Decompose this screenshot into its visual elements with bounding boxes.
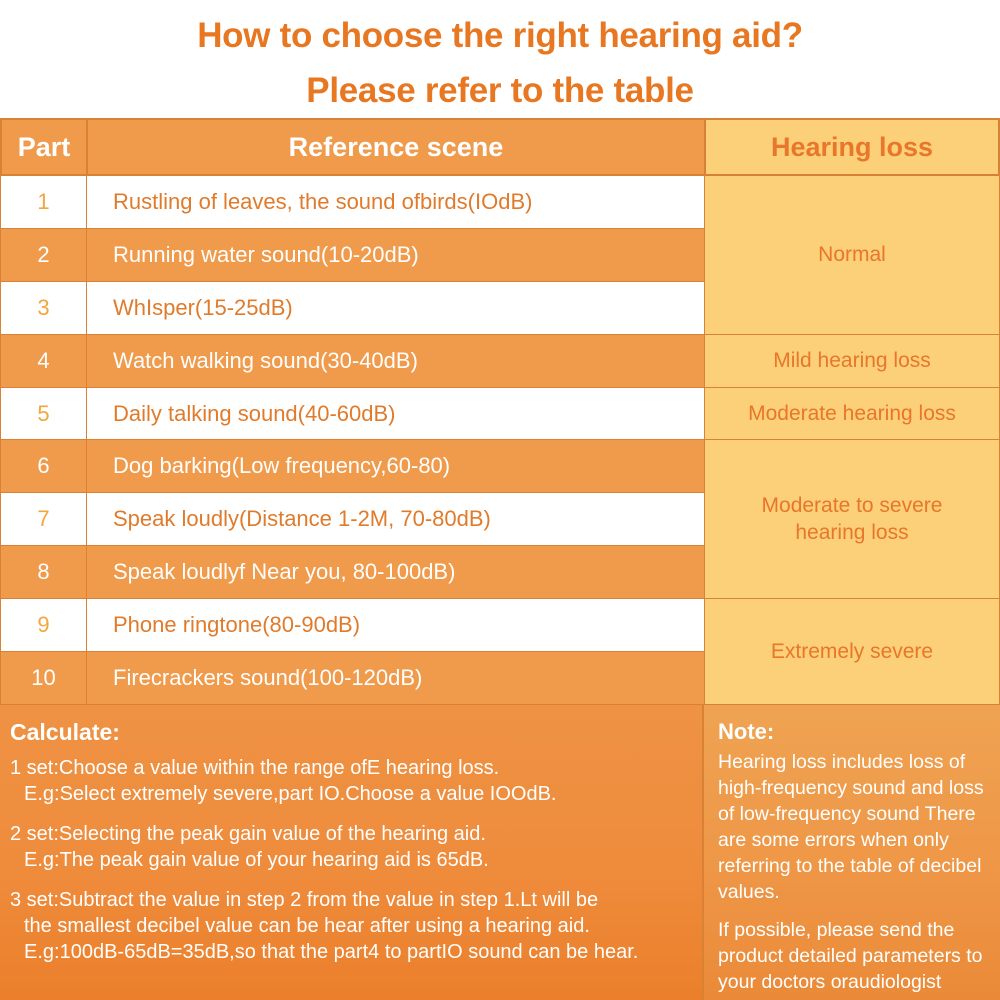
cell-part-number: 6 — [0, 440, 86, 494]
note-title: Note: — [718, 719, 775, 744]
cell-part-number: 5 — [0, 387, 86, 441]
cell-part-number: 8 — [0, 546, 86, 600]
cell-reference-scene: Dog barking(Low frequency,60-80) — [86, 440, 704, 494]
calculate-title: Calculate: — [10, 719, 120, 745]
cell-part-number: 9 — [0, 599, 86, 653]
cell-part-number: 4 — [0, 334, 86, 388]
calculate-step-example: E.g:Select extremely severe,part IO.Choo… — [24, 783, 557, 805]
hearing-loss-cell: Moderate to severe hearing loss — [704, 440, 1000, 600]
column-header-scene: Reference scene — [86, 118, 704, 176]
cell-reference-scene: Firecrackers sound(100-120dB) — [86, 652, 704, 705]
calculate-panel: Calculate: 1 set:Choose a value within t… — [0, 705, 704, 1000]
note-paragraph: If possible, please send the product det… — [718, 919, 983, 993]
calculate-step: 2 set:Selecting the peak gain value of t… — [10, 821, 694, 873]
hearing-loss-cell: Moderate hearing loss — [704, 387, 1000, 441]
note-panel: Note: Hearing loss includes loss of high… — [704, 705, 1000, 1000]
table-row: 3 WhIsper(15-25dB) — [0, 281, 704, 335]
hearing-loss-cell: Mild hearing loss — [704, 334, 1000, 388]
calculate-step-main: 3 set:Subtract the value in step 2 from … — [10, 889, 599, 911]
cell-reference-scene: WhIsper(15-25dB) — [86, 281, 704, 335]
calculate-steps: 1 set:Choose a value within the range of… — [10, 755, 694, 965]
cell-part-number: 2 — [0, 228, 86, 282]
cell-reference-scene: Rustling of leaves, the sound ofbirds(IO… — [86, 176, 704, 229]
table-row: 2 Running water sound(10-20dB) — [0, 228, 704, 282]
column-header-part: Part — [0, 118, 86, 176]
cell-part-number: 3 — [0, 281, 86, 335]
cell-part-number: 1 — [0, 176, 86, 229]
hearing-loss-column: Normal Mild hearing loss Moderate hearing … — [704, 176, 1000, 705]
cell-reference-scene: Speak loudly(Distance 1-2M, 70-80dB) — [86, 493, 704, 547]
calculate-step-line2: the smallest decibel value can be hear a… — [24, 915, 590, 937]
hearing-aid-table: Part Reference scene Hearing loss 1 Rustl… — [0, 118, 1000, 705]
calculate-step: 1 set:Choose a value within the range of… — [10, 755, 694, 807]
table-header-row: Part Reference scene Hearing loss — [0, 118, 1000, 176]
table-row: 6 Dog barking(Low frequency,60-80) — [0, 440, 704, 494]
table-row: 7 Speak loudly(Distance 1-2M, 70-80dB) — [0, 493, 704, 547]
note-paragraphs: Hearing loss includes loss of high-frequ… — [718, 749, 988, 995]
calculate-step-example: E.g:100dB-65dB=35dB,so that the part4 to… — [24, 941, 639, 963]
title-line-2: Please refer to the table — [306, 71, 694, 110]
cell-reference-scene: Speak loudlyf Near you, 80-100dB) — [86, 546, 704, 600]
table-rows-left: 1 Rustling of leaves, the sound ofbirds(I… — [0, 176, 704, 705]
calculate-step-example: E.g:The peak gain value of your hearing … — [24, 849, 489, 871]
cell-reference-scene: Running water sound(10-20dB) — [86, 228, 704, 282]
table-body: 1 Rustling of leaves, the sound ofbirds(I… — [0, 176, 1000, 705]
cell-part-number: 10 — [0, 652, 86, 705]
calculate-step-main: 1 set:Choose a value within the range of… — [10, 757, 500, 779]
bottom-panels: Calculate: 1 set:Choose a value within t… — [0, 705, 1000, 1000]
table-row: 9 Phone ringtone(80-90dB) — [0, 599, 704, 653]
table-row: 10 Firecrackers sound(100-120dB) — [0, 652, 704, 705]
hearing-loss-cell: Extremely severe — [704, 599, 1000, 705]
title-line-1: How to choose the right hearing aid? — [197, 16, 803, 55]
hearing-loss-cell: Normal — [704, 176, 1000, 335]
table-row: 5 Daily talking sound(40-60dB) — [0, 387, 704, 441]
table-row: 1 Rustling of leaves, the sound ofbirds(I… — [0, 176, 704, 229]
cell-part-number: 7 — [0, 493, 86, 547]
page-title: How to choose the right hearing aid? Ple… — [0, 0, 1000, 118]
column-header-hearing-loss: Hearing loss — [704, 118, 1000, 176]
calculate-step-main: 2 set:Selecting the peak gain value of t… — [10, 823, 486, 845]
calculate-step: 3 set:Subtract the value in step 2 from … — [10, 887, 694, 965]
cell-reference-scene: Daily talking sound(40-60dB) — [86, 387, 704, 441]
cell-reference-scene: Phone ringtone(80-90dB) — [86, 599, 704, 653]
note-paragraph: Hearing loss includes loss of high-frequ… — [718, 751, 984, 903]
table-row: 8 Speak loudlyf Near you, 80-100dB) — [0, 546, 704, 600]
table-row: 4 Watch walking sound(30-40dB) — [0, 334, 704, 388]
cell-reference-scene: Watch walking sound(30-40dB) — [86, 334, 704, 388]
